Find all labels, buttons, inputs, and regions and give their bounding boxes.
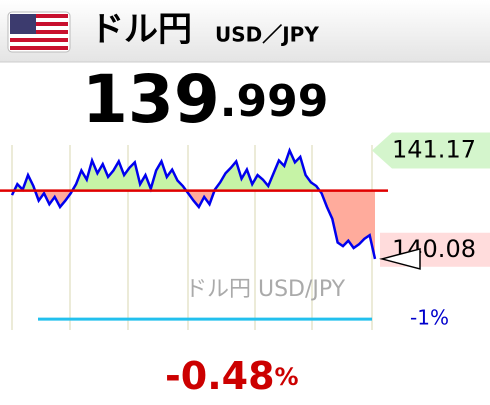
price: 139.999 [82, 61, 328, 138]
high-badge [372, 132, 490, 169]
price-decimal: .999 [220, 76, 329, 127]
change-unit: % [275, 363, 299, 391]
area-below [12, 190, 375, 259]
change-value: -0.48 [165, 354, 275, 398]
title: ドル円 [90, 10, 192, 50]
subtitle: USD／JPY [215, 23, 319, 47]
price-integer: 139 [82, 61, 220, 138]
flag [7, 11, 71, 53]
area-above [12, 150, 375, 191]
last-pointer [379, 247, 421, 270]
threshold-label: -1% [410, 306, 449, 330]
price-line [10, 147, 377, 260]
change: -0.48% [165, 354, 299, 398]
watermark: ドル円 USD/JPY [185, 277, 346, 302]
header-bg [0, 0, 490, 62]
high-label: 141.17 [392, 135, 476, 163]
